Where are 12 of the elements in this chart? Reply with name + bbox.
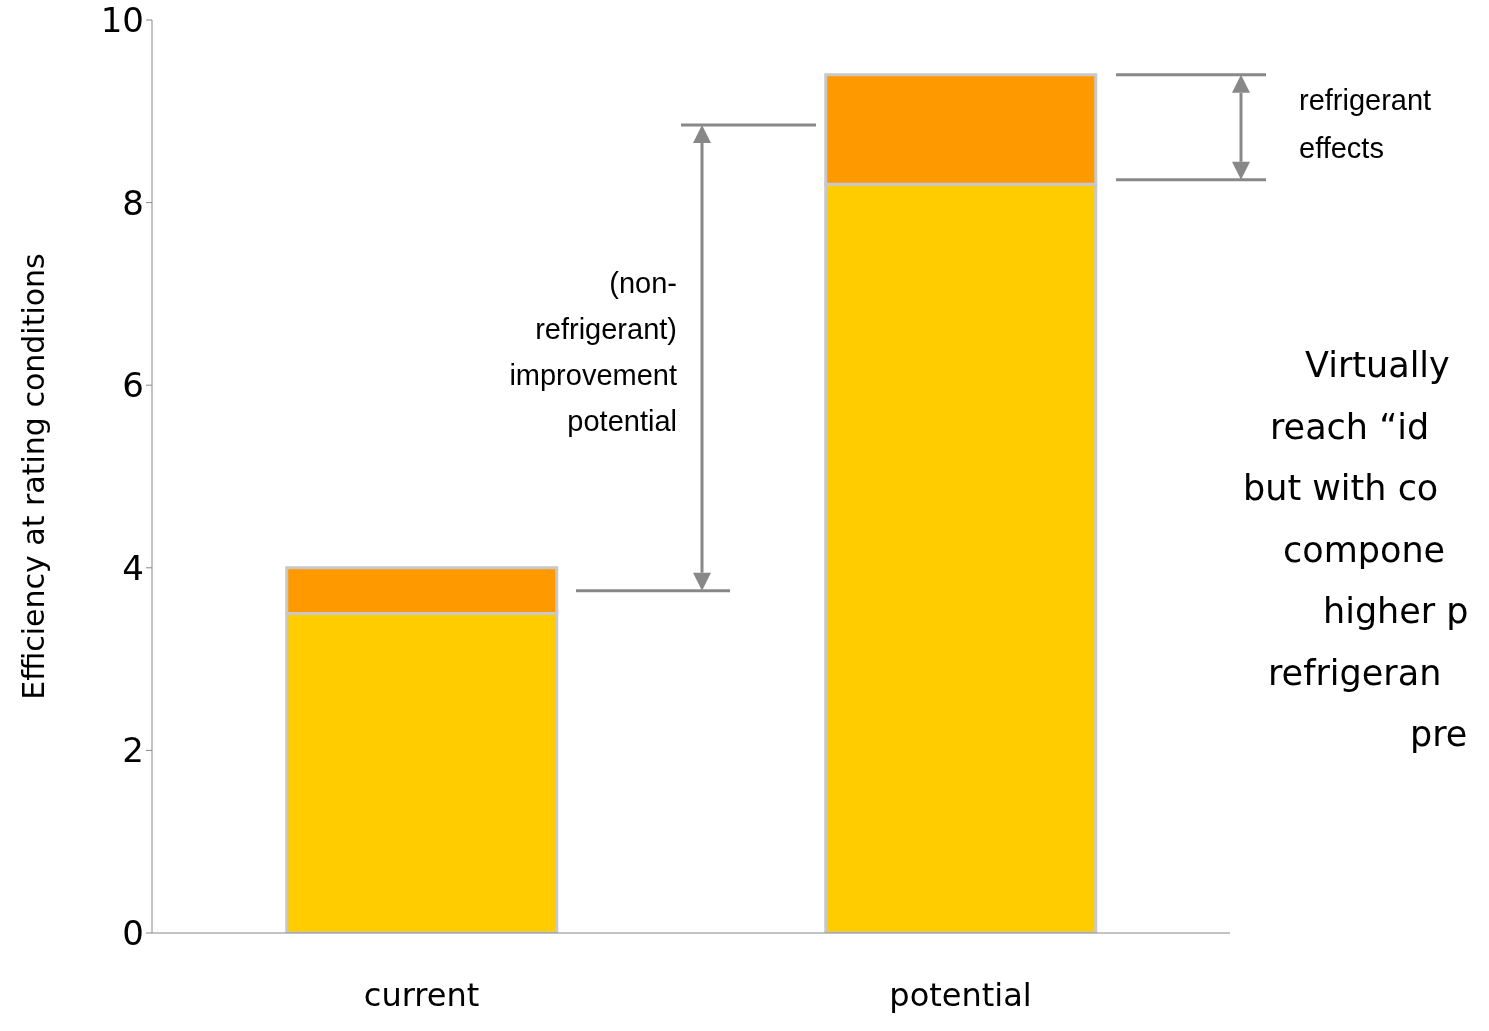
- y-tick-label: 6: [122, 365, 144, 406]
- x-tick-label: potential: [889, 975, 1032, 1014]
- y-tick-label: 4: [122, 547, 144, 588]
- y-axis-title: Efficiency at rating conditions: [15, 253, 51, 700]
- text: Virtually reach “id but with co compone higher p refrigeran pre: [1243, 345, 1469, 754]
- text: refrigerant effects: [1299, 84, 1432, 164]
- y-tick-label: 0: [122, 913, 144, 954]
- y-tick-label: 8: [122, 182, 144, 223]
- y-tick-label: 10: [100, 0, 144, 41]
- y-tick-label: 2: [122, 730, 144, 771]
- annotation: (non- refrigerant) improvement potential: [509, 267, 677, 437]
- x-tick-label: current: [363, 975, 480, 1014]
